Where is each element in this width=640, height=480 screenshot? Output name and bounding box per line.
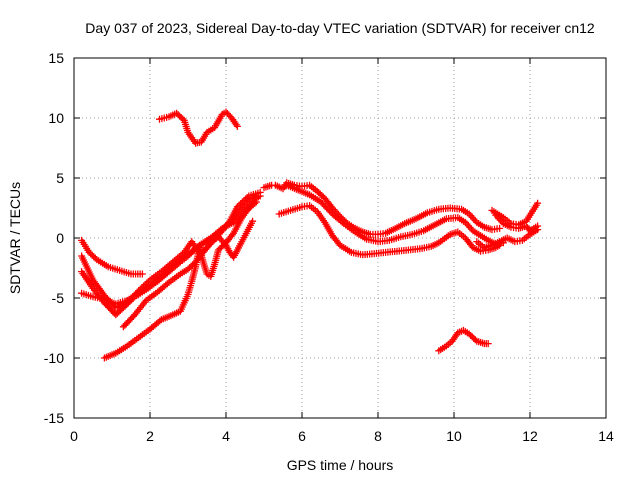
x-tick-label: 8 <box>374 428 382 444</box>
data-point <box>495 215 503 223</box>
data-point <box>243 194 251 202</box>
data-point <box>138 284 146 292</box>
y-tick-label: -5 <box>52 290 65 306</box>
series-arc-l <box>492 211 542 235</box>
x-tick-label: 2 <box>146 428 154 444</box>
data-point <box>235 201 243 209</box>
data-point <box>216 234 224 242</box>
y-axis-label: SDTVAR / TECUs <box>7 182 23 294</box>
data-point <box>240 197 248 205</box>
data-point <box>496 216 504 224</box>
data-point <box>256 188 264 196</box>
x-tick-label: 10 <box>446 428 462 444</box>
data-point <box>461 218 469 226</box>
data-point <box>496 224 504 232</box>
data-point <box>468 213 476 221</box>
data-point <box>156 317 164 325</box>
data-point <box>144 278 152 286</box>
data-point <box>163 280 171 288</box>
data-point <box>228 231 236 239</box>
data-point <box>492 211 500 219</box>
data-point <box>251 196 259 204</box>
series-arc-e <box>100 194 260 362</box>
x-tick-label: 12 <box>522 428 538 444</box>
data-point <box>467 212 475 220</box>
data-point <box>466 223 474 231</box>
y-tick-label: -10 <box>44 350 64 366</box>
y-tick-label: -15 <box>44 410 64 426</box>
x-tick-label: 6 <box>298 428 306 444</box>
data-point <box>238 198 246 206</box>
data-point <box>133 288 141 296</box>
data-point <box>249 217 257 225</box>
data-point <box>465 210 473 218</box>
x-tick-labels: 0 2 4 6 8 10 12 14 <box>70 428 614 444</box>
data-point <box>138 270 146 278</box>
data-point <box>217 236 225 244</box>
data-point <box>225 219 233 227</box>
data-point <box>534 199 542 207</box>
plot-frame <box>73 57 607 419</box>
data-point <box>242 195 250 203</box>
data-point <box>237 200 245 208</box>
data-point <box>233 203 241 211</box>
series-arc-m <box>473 226 542 252</box>
grid-lines <box>74 58 606 418</box>
data-point <box>268 181 276 189</box>
x-tick-label: 14 <box>598 428 614 444</box>
data-point <box>470 215 478 223</box>
y-tick-label: 10 <box>48 110 64 126</box>
x-tick-label: 4 <box>222 428 230 444</box>
data-point <box>219 238 227 246</box>
series-arc-h <box>283 181 507 248</box>
x-tick-label: 0 <box>70 428 78 444</box>
data-point <box>252 194 260 202</box>
data-point <box>233 122 241 130</box>
data-point <box>135 287 143 295</box>
series-arc-f <box>119 217 257 331</box>
series-arc-a <box>78 236 146 278</box>
series-arc-top <box>156 108 241 147</box>
data-point <box>484 340 492 348</box>
series-arc-i <box>275 202 504 259</box>
y-tick-labels: -15 -10 -5 0 5 10 15 <box>44 50 64 426</box>
data-point <box>493 213 501 221</box>
data-point <box>464 222 472 230</box>
data-point <box>232 121 240 129</box>
y-tick-label: 15 <box>48 50 64 66</box>
data-point <box>143 279 151 287</box>
data-point <box>534 226 542 234</box>
chart-title: Day 037 of 2023, Sidereal Day-to-day VTE… <box>85 20 595 36</box>
data-point <box>338 218 346 226</box>
series-arc-n <box>435 326 492 355</box>
data-point <box>136 285 144 293</box>
data-point <box>214 233 222 241</box>
y-tick-label: 0 <box>56 230 64 246</box>
x-axis-label: GPS time / hours <box>287 457 394 473</box>
data-point <box>141 281 149 289</box>
series-arc-j <box>260 181 276 192</box>
data-point <box>463 220 471 228</box>
data-point <box>139 282 147 290</box>
data-points <box>78 108 542 362</box>
y-tick-label: 5 <box>56 170 64 186</box>
data-point <box>206 240 214 248</box>
